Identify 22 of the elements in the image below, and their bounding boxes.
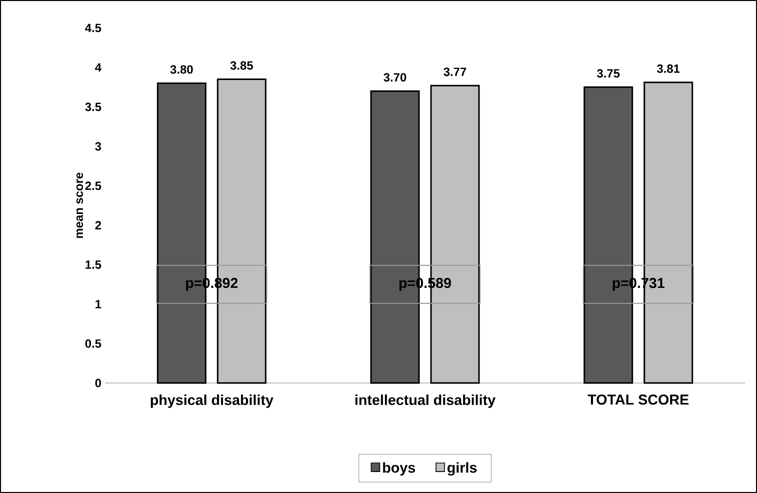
data-label: 3.80 bbox=[170, 65, 193, 74]
legend-label: girls bbox=[447, 462, 477, 476]
y-tick-label: 4.5 bbox=[85, 24, 102, 32]
legend-label: boys bbox=[383, 462, 416, 476]
y-tick-label: 2.5 bbox=[85, 182, 102, 190]
x-tick-label: TOTAL SCORE bbox=[588, 394, 689, 405]
y-tick-label: 3.5 bbox=[85, 102, 102, 112]
y-tick-label: 1.5 bbox=[86, 260, 102, 269]
data-label: 3.75 bbox=[596, 69, 620, 78]
data-label: 3.85 bbox=[230, 61, 253, 70]
y-tick-label: 4 bbox=[95, 63, 102, 72]
data-label: 3.70 bbox=[384, 73, 406, 82]
y-tick-label: 3 bbox=[95, 142, 102, 151]
y-tick-label: 0 bbox=[95, 378, 101, 388]
y-axis-title: mean score bbox=[76, 172, 84, 238]
y-tick-label: 2 bbox=[95, 221, 102, 230]
x-tick-label: physical disability bbox=[150, 394, 274, 408]
y-tick-label: 0.5 bbox=[85, 339, 102, 348]
data-label: 3.81 bbox=[656, 64, 680, 73]
data-label: 3.77 bbox=[444, 68, 466, 76]
x-tick-label: intellectual disability bbox=[355, 394, 496, 408]
y-tick-label: 1 bbox=[96, 300, 102, 308]
